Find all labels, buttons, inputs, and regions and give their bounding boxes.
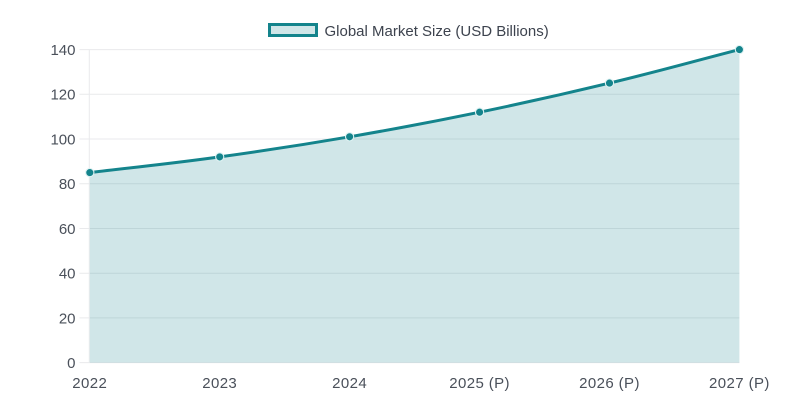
svg-text:2026 (P): 2026 (P) [579,375,640,392]
svg-text:80: 80 [59,176,76,193]
svg-text:2024: 2024 [332,375,367,392]
svg-text:2023: 2023 [202,375,237,392]
svg-text:0: 0 [67,355,75,372]
svg-text:Global Market Size (USD Billio: Global Market Size (USD Billions) [325,23,549,40]
svg-text:140: 140 [50,42,75,59]
svg-text:60: 60 [59,221,76,238]
svg-text:120: 120 [50,87,75,104]
svg-text:40: 40 [59,266,76,283]
svg-text:2027 (P): 2027 (P) [709,375,770,392]
svg-text:2025 (P): 2025 (P) [449,375,510,392]
svg-text:100: 100 [50,131,75,148]
svg-text:2022: 2022 [72,375,107,392]
svg-text:20: 20 [59,310,76,327]
